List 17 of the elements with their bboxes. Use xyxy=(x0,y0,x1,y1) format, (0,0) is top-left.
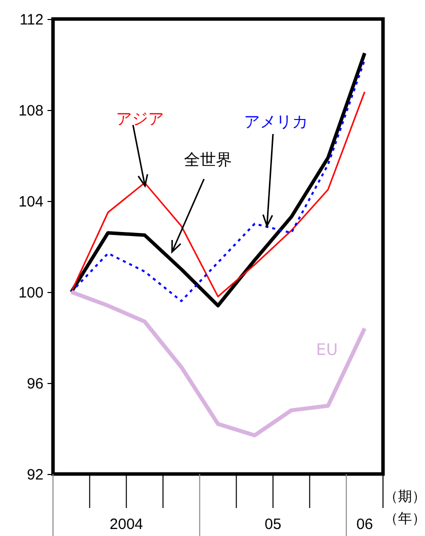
line-series xyxy=(70,91,366,298)
y-tick-label: 100 xyxy=(18,284,44,302)
text: 2004 xyxy=(110,516,144,533)
text: 06 xyxy=(356,516,373,533)
y-tick-label: 92 xyxy=(26,466,44,484)
y-tick-label: 104 xyxy=(18,194,44,210)
text: （期） xyxy=(384,488,425,506)
y-tick-label: 96 xyxy=(26,376,44,392)
line-series xyxy=(69,290,367,438)
y-tick-label: 112 xyxy=(20,12,44,28)
text: アジア xyxy=(116,109,164,128)
series-label: EU xyxy=(316,340,338,359)
series-label: アメリカ xyxy=(244,112,308,131)
text: （年） xyxy=(384,510,425,528)
text: 全世界 xyxy=(184,150,232,169)
text: 05 xyxy=(264,516,282,533)
y-tick-label: 108 xyxy=(18,102,44,120)
